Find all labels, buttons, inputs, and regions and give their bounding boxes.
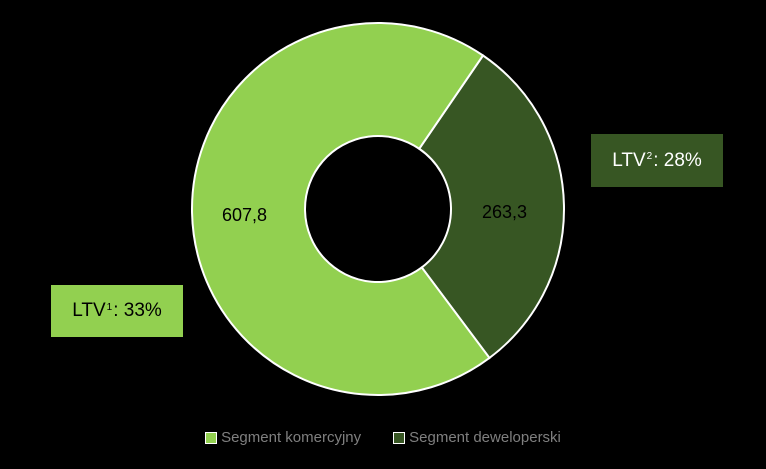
ltv-prefix: LTV [72, 300, 106, 321]
ltv-footnote: 2 [646, 151, 653, 162]
legend-item-commercial: Segment komercyjny [205, 429, 361, 446]
ltv-value: : 28% [653, 149, 702, 171]
legend-swatch-commercial [205, 431, 218, 444]
slice-label-developer: 263,3 [482, 202, 528, 222]
slice-commercial [191, 22, 491, 396]
legend-label-developer: Segment deweloperski [409, 429, 561, 446]
slice-developer [417, 54, 565, 360]
ltv-footnote: 1 [106, 301, 113, 313]
ltv-prefix: LTV [612, 149, 646, 171]
slice-label-commercial: 607,8 [222, 205, 268, 225]
ltv-box-developer: LTV 2: 28% [591, 134, 723, 187]
legend-item-developer: Segment deweloperski [393, 429, 561, 446]
legend: Segment komercyjny Segment deweloperski [0, 429, 766, 446]
legend-swatch-developer [393, 431, 406, 444]
ltv-box-commercial: LTV 1: 33% [51, 285, 183, 337]
ltv-value: : 33% [113, 300, 162, 321]
legend-label-commercial: Segment komercyjny [221, 429, 362, 446]
